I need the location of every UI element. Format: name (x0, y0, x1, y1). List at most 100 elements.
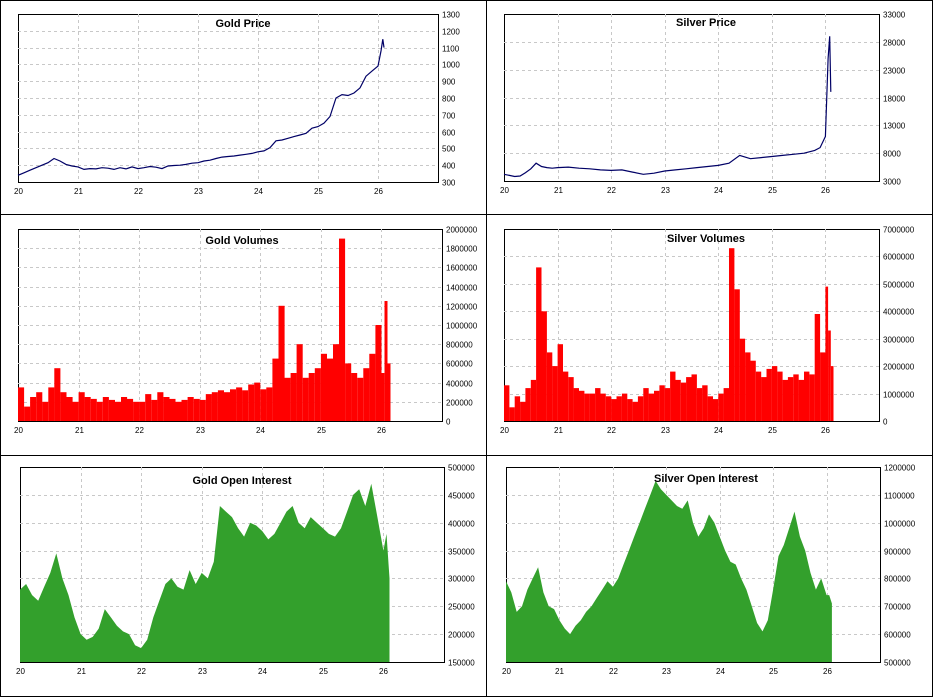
gold-volumes-bar (96, 401, 103, 421)
silver-open-interest-x-tick-label: 23 (662, 667, 671, 676)
silver-price-y-tick-label: 8000 (883, 150, 901, 159)
gold-volumes-bar (314, 368, 321, 421)
gold-volumes-x-tick-label: 23 (196, 426, 205, 435)
gold-volumes-bar (302, 377, 309, 421)
gold-volumes-bar (127, 398, 134, 421)
silver-price-x-tick-label: 25 (768, 186, 777, 195)
gold-price-y-tick-label: 1100 (442, 45, 460, 54)
gold-price-y-tick-label: 500 (442, 145, 456, 154)
silver-volumes-bar (686, 377, 692, 421)
gold-volumes-bar (18, 387, 25, 421)
gold-open-interest-x-tick-label: 20 (16, 667, 25, 676)
silver-volumes-bar (696, 388, 703, 421)
gold-volumes-title: Gold Volumes (205, 235, 278, 247)
gold-volumes-y-tick-label: 1600000 (446, 264, 478, 273)
silver-open-interest-title: Silver Open Interest (654, 473, 758, 485)
gold-volumes-x-tick-label: 25 (317, 426, 326, 435)
gold-volumes-bar (248, 384, 255, 421)
gold-price-title: Gold Price (215, 18, 270, 30)
gold-volumes-bar (290, 373, 297, 421)
gold-volumes-bar (157, 392, 164, 421)
gold-volumes-bar (175, 401, 182, 421)
gold-volumes-x-tick-label: 26 (377, 426, 386, 435)
gold-volumes-bar (36, 392, 43, 421)
gold-volumes-x-tick-label: 20 (14, 426, 23, 435)
gold-volumes-bar (211, 392, 218, 421)
gold-volumes-bar (236, 387, 243, 421)
gold-price-y-tick-label: 900 (442, 78, 456, 87)
silver-volumes-x-tick-label: 24 (714, 426, 723, 435)
silver-open-interest-x-tick-label: 24 (716, 667, 725, 676)
gold-volumes-bar (54, 368, 61, 421)
silver-volumes-bar (589, 393, 596, 421)
gold-volumes-bar (357, 377, 364, 421)
silver-volumes-bar (600, 393, 606, 421)
silver-open-interest-y-tick-label: 700000 (884, 603, 911, 612)
gold-volumes-bar (223, 392, 230, 421)
silver-volumes-bar (562, 371, 569, 421)
silver-volumes-bar (723, 388, 729, 421)
gold-volumes-bar (30, 397, 37, 421)
silver-volumes-bar (782, 379, 788, 421)
gold-volumes-y-tick-label: 0 (446, 418, 451, 427)
gold-volumes-bar (363, 368, 370, 421)
silver-volumes-bar (825, 286, 829, 421)
silver-volumes-bar (568, 377, 574, 421)
silver-volumes-bar (777, 371, 783, 421)
silver-price-series-line (503, 36, 832, 178)
gold-volumes-bar (205, 394, 212, 421)
gold-open-interest-y-tick-label: 400000 (448, 520, 475, 529)
silver-price-y-tick-label: 33000 (883, 11, 906, 20)
silver-price-title: Silver Price (676, 17, 736, 29)
gold-volumes-y-tick-label: 600000 (446, 360, 473, 369)
silver-open-interest-x-tick-label: 21 (555, 667, 564, 676)
silver-volumes-bar (611, 399, 617, 421)
gold-price-x-tick-label: 20 (14, 187, 23, 196)
gold-volumes-bar (272, 358, 279, 421)
gold-volumes-bar (326, 358, 333, 421)
gold-price-series-line (17, 39, 385, 176)
silver-open-interest-y-tick-label: 800000 (884, 575, 911, 584)
silver-volumes-bar (820, 352, 826, 421)
silver-volumes-x-tick-label: 21 (554, 426, 563, 435)
silver-volumes-bar (557, 344, 563, 421)
silver-volumes-y-tick-label: 4000000 (883, 308, 915, 317)
silver-price-chart: Silver Price 3000 8000 13000 18000 23000 2800… (500, 11, 906, 196)
gold-volumes-bar (60, 392, 67, 421)
silver-price-y-tick-label: 13000 (883, 122, 906, 131)
gold-volumes-y-tick-label: 1800000 (446, 245, 478, 254)
silver-volumes-x-tick-label: 26 (821, 426, 830, 435)
gold-price-x-tick-label: 21 (74, 187, 83, 196)
silver-volumes-bar (654, 390, 660, 421)
gold-volumes-bar (242, 390, 249, 421)
silver-volumes-bar (637, 396, 644, 421)
silver-open-interest-y-tick-label: 500000 (884, 659, 911, 668)
silver-volumes-bar (621, 393, 628, 421)
gold-volumes-y-tick-label: 800000 (446, 341, 473, 350)
silver-volumes-y-tick-label: 7000000 (883, 226, 915, 235)
gold-volumes-bar (333, 344, 340, 421)
silver-open-interest-y-tick-label: 900000 (884, 548, 911, 557)
silver-volumes-bar (605, 396, 612, 421)
silver-volumes-bar (745, 352, 751, 421)
silver-volumes-bar (595, 388, 601, 421)
silver-open-interest-chart: Silver Open Interest 500000 600000 700000 8… (502, 464, 916, 677)
gold-volumes-bar (102, 397, 109, 421)
silver-volumes-bar (525, 388, 531, 421)
silver-volumes-bar (546, 352, 553, 421)
gold-volumes-bar (345, 363, 352, 421)
gold-volumes-bar (90, 398, 97, 421)
gold-volumes-bar (254, 382, 261, 421)
gold-open-interest-y-tick-label: 300000 (448, 575, 475, 584)
silver-open-interest-x-tick-label: 25 (769, 667, 778, 676)
silver-volumes-bar (584, 393, 590, 421)
gold-volumes-bar (163, 397, 170, 421)
gold-volumes-x-tick-label: 21 (75, 426, 84, 435)
gold-volumes-bar (278, 305, 285, 421)
gold-volumes-y-tick-label: 1200000 (446, 303, 478, 312)
silver-volumes-bar (680, 382, 687, 421)
gold-price-x-tick-label: 26 (374, 187, 383, 196)
gold-open-interest-title: Gold Open Interest (192, 475, 291, 487)
silver-volumes-bar (712, 399, 719, 421)
